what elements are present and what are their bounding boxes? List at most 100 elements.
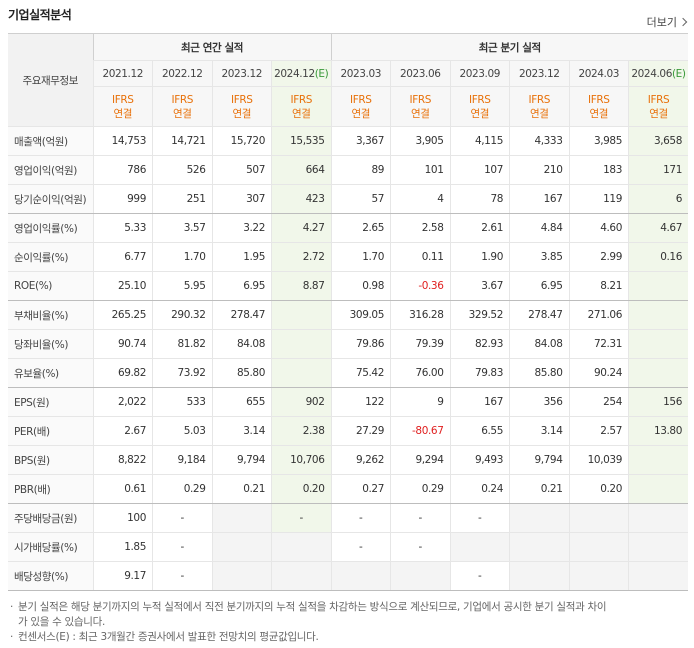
row-label: 매출액(억원) <box>8 126 93 156</box>
value-cell: 3.22 <box>211 213 272 243</box>
value-cell: 533 <box>152 387 212 417</box>
standard-header: IFRS 연결 <box>509 86 569 127</box>
empty-cell <box>628 532 688 562</box>
value-cell: 316.28 <box>390 300 450 330</box>
value-cell: 9,794 <box>509 445 569 475</box>
data-row: 시가배당률(%) 1.85- - - <box>8 532 688 562</box>
row-label: 주당배당금(원) <box>8 503 93 533</box>
value-cell: 2,022 <box>92 387 153 417</box>
row-label: EPS(원) <box>8 387 93 417</box>
value-cell: 10,706 <box>271 445 331 475</box>
value-cell: 655 <box>211 387 272 417</box>
value-cell: -0.36 <box>390 271 450 301</box>
value-cell: 526 <box>152 155 212 185</box>
value-cell: 73.92 <box>152 358 212 388</box>
value-cell: 0.16 <box>628 242 688 272</box>
value-cell: 9 <box>390 387 450 417</box>
row-label: 당좌비율(%) <box>8 329 93 359</box>
value-cell: 100 <box>92 503 153 533</box>
standard-header: IFRS 연결 <box>211 86 272 127</box>
more-link[interactable]: 더보기 <box>647 14 686 30</box>
value-cell: 167 <box>449 387 510 417</box>
table-head: 주요재무정보 최근 연간 실적 최근 분기 실적 2021.12 2022.12 2023… <box>8 33 688 127</box>
value-cell: 356 <box>509 387 569 417</box>
value-cell: 1.85 <box>92 532 153 562</box>
note: 분기 실적은 해당 분기까지의 누적 실적에서 직전 분기까지의 누적 실적을 … <box>8 600 608 630</box>
value-cell: 2.58 <box>390 213 450 243</box>
value-cell: 210 <box>509 155 569 185</box>
period: 2023.12 <box>518 67 560 80</box>
period: 2022.12 <box>161 67 203 80</box>
value-cell: 9,184 <box>152 445 212 475</box>
standard-header: IFRS 연결 <box>390 86 450 127</box>
standard: IFRS <box>171 93 194 106</box>
value-cell: 271.06 <box>568 300 629 330</box>
value-cell: 15,720 <box>211 126 272 156</box>
value-cell: 8.87 <box>271 271 331 301</box>
row-label: PBR(배) <box>8 474 93 504</box>
value-cell: 27.29 <box>330 416 391 446</box>
basis: 연결 <box>410 107 430 120</box>
row-label: ROE(%) <box>8 271 93 301</box>
value-cell: 107 <box>449 155 510 185</box>
row-label: BPS(원) <box>8 445 93 475</box>
value-cell: 4,333 <box>509 126 569 156</box>
empty-cell <box>628 329 688 359</box>
value-cell: 82.93 <box>449 329 510 359</box>
value-cell: - <box>330 503 391 533</box>
section-title: 기업실적분석 <box>8 8 72 22</box>
financial-table: 주요재무정보 최근 연간 실적 최근 분기 실적 2021.12 2022.12 2023… <box>8 33 688 591</box>
data-row: 유보율(%) 69.82 73.92 85.80 75.42 76.00 79.83 85.8… <box>8 358 688 388</box>
empty-cell <box>568 503 629 533</box>
value-cell: 15,535 <box>271 126 331 156</box>
period: 2024.06 <box>631 67 672 80</box>
data-row: 부채비율(%) 265.25 290.32 278.47 309.05 316.28 329… <box>8 300 688 330</box>
empty-cell <box>568 532 629 562</box>
value-cell: 6.55 <box>449 416 510 446</box>
empty-cell <box>628 561 688 591</box>
value-cell: 14,753 <box>92 126 153 156</box>
value-cell: - <box>390 532 450 562</box>
value-cell: 0.29 <box>390 474 450 504</box>
value-cell: 290.32 <box>152 300 212 330</box>
value-cell: 0.21 <box>211 474 272 504</box>
period: 2023.09 <box>459 67 501 80</box>
row-label: 순이익률(%) <box>8 242 93 272</box>
value-cell: 0.20 <box>271 474 331 504</box>
standard-header: IFRS 연결 <box>330 86 391 127</box>
value-cell: 507 <box>211 155 272 185</box>
value-cell: 84.08 <box>509 329 569 359</box>
row-label: 유보율(%) <box>8 358 93 388</box>
value-cell: 78 <box>449 184 510 214</box>
data-row: PBR(배) 0.61 0.29 0.21 0.20 0.27 0.29 0.24 0.21 0.… <box>8 474 688 504</box>
period-row: 2021.12 2022.12 2023.12 2024.12(E) 2023.03 20… <box>8 60 688 87</box>
empty-cell <box>509 532 569 562</box>
value-cell: 81.82 <box>152 329 212 359</box>
standard-header: IFRS 연결 <box>152 86 212 127</box>
standard-header: IFRS 연결 <box>449 86 510 127</box>
value-cell: 85.80 <box>509 358 569 388</box>
value-cell: 156 <box>628 387 688 417</box>
basis: 연결 <box>351 107 371 120</box>
period: 2023.03 <box>340 67 382 80</box>
empty-cell <box>628 474 688 504</box>
value-cell: 75.42 <box>330 358 391 388</box>
value-cell: - <box>330 532 391 562</box>
empty-cell <box>628 300 688 330</box>
value-cell: 4.60 <box>568 213 629 243</box>
value-cell: 84.08 <box>211 329 272 359</box>
value-cell: 3,905 <box>390 126 450 156</box>
value-cell: 4.27 <box>271 213 331 243</box>
value-cell: 1.90 <box>449 242 510 272</box>
value-cell: 2.99 <box>568 242 629 272</box>
row-label: 영업이익률(%) <box>8 213 93 243</box>
value-cell: 14,721 <box>152 126 212 156</box>
standard: IFRS <box>290 93 313 106</box>
value-cell: 4.84 <box>509 213 569 243</box>
empty-cell <box>271 532 331 562</box>
value-cell: 0.61 <box>92 474 153 504</box>
basis: 연결 <box>529 107 549 120</box>
value-cell: 6.95 <box>509 271 569 301</box>
data-row: 매출액(억원) 14,753 14,721 15,720 15,535 3,367 3,90… <box>8 126 688 156</box>
empty-cell <box>628 358 688 388</box>
